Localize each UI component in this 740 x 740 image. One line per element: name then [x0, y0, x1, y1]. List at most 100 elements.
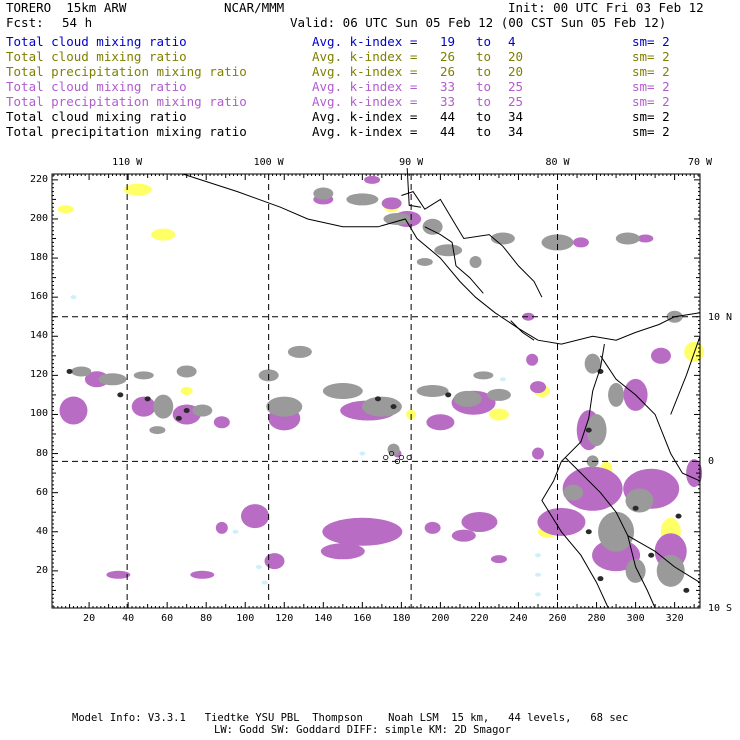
dark-core [683, 587, 690, 593]
dark-core [632, 505, 639, 511]
axis-ticks [52, 174, 700, 608]
border-ve [670, 336, 701, 415]
legend-index-label: Avg. k-index = [312, 109, 418, 124]
dark-core [648, 552, 655, 558]
dark-core [117, 392, 124, 398]
gray-patch [133, 371, 154, 380]
purple-patch [131, 396, 156, 417]
x-tick-label: 20 [83, 613, 96, 624]
legend-sm: sm= 2 [632, 64, 670, 79]
gray-patch [346, 193, 379, 206]
coastlines [182, 168, 701, 609]
yellow-patch [488, 408, 509, 421]
galapagos-island [389, 450, 395, 457]
purple-patch [537, 507, 586, 536]
x-tick-label: 60 [161, 613, 174, 624]
x-tick-label: 320 [665, 613, 684, 624]
legend-from: 26 [440, 64, 456, 79]
dark-core [597, 576, 604, 582]
init-time: Init: 00 UTC Fri 03 Feb 12 [508, 0, 704, 15]
y-tick-label: 100 [29, 408, 48, 420]
x-tick-label: 240 [509, 613, 528, 624]
legend-to-word: to [476, 109, 492, 124]
legend-to: 20 [508, 49, 524, 64]
legend-to: 34 [508, 109, 524, 124]
legend-field: Total cloud mixing ratio [6, 34, 187, 49]
y-tick-label: 140 [29, 330, 48, 342]
border-co-ec [600, 355, 701, 482]
legend-from: 44 [440, 109, 456, 124]
legend-to-word: to [476, 64, 492, 79]
dark-core [390, 404, 397, 410]
border-pa [510, 320, 535, 341]
gray-patch [71, 366, 92, 377]
south-america-coast [541, 344, 609, 609]
purple-patch [59, 396, 88, 425]
gray-patch [473, 371, 494, 380]
gray-patch [176, 365, 197, 378]
x-tick-label: 200 [431, 613, 450, 624]
gray-patch [149, 426, 166, 435]
yellow-patch [151, 228, 176, 241]
gray-patch [656, 554, 685, 587]
dark-core [374, 396, 381, 402]
legend-field: Total precipitation mixing ratio [6, 64, 247, 79]
legend-field: Total cloud mixing ratio [6, 49, 187, 64]
dark-core [183, 408, 190, 414]
legend-index-label: Avg. k-index = [312, 34, 418, 49]
y-tick-label: 220 [29, 173, 48, 185]
legend-index-label: Avg. k-index = [312, 49, 418, 64]
x-tick-label: 40 [122, 613, 135, 624]
gray-patch [584, 353, 601, 374]
legend-from: 33 [440, 94, 456, 109]
gray-patch [598, 511, 635, 552]
gray-patch [625, 488, 654, 513]
legend-field: Total cloud mixing ratio [6, 79, 187, 94]
light-blue-speck [70, 295, 77, 300]
purple-patch [426, 414, 455, 431]
yellow-patch [123, 183, 152, 196]
purple-patch [240, 504, 269, 529]
x-tick-label: 120 [275, 613, 294, 624]
dark-core [175, 415, 182, 421]
lon-label: 100 W [253, 157, 284, 168]
gray-patch [422, 218, 443, 235]
purple-patch [381, 197, 402, 210]
yellow-patch [57, 205, 74, 214]
x-tick-label: 80 [200, 613, 213, 624]
gray-patch [287, 345, 312, 358]
yellow-patch [180, 387, 193, 395]
y-tick-label: 80 [35, 447, 48, 459]
gray-patch [313, 187, 334, 200]
gray-patch [469, 255, 482, 268]
legend-sm: sm= 2 [632, 94, 670, 109]
x-tick-label: 160 [353, 613, 372, 624]
x-tick-label: 260 [548, 613, 567, 624]
y-tick-label: 200 [29, 212, 48, 224]
legend-sm: sm= 2 [632, 124, 670, 139]
border-ni [455, 265, 484, 294]
purple-patch [190, 570, 215, 579]
pacific-coast [182, 173, 701, 345]
gray-patch [361, 396, 402, 417]
purple-patch [451, 529, 476, 542]
purple-patch [322, 517, 403, 546]
dark-core [144, 396, 151, 402]
purple-patch [650, 347, 671, 364]
caribbean-coast [401, 191, 543, 298]
lon-label: 70 W [687, 157, 713, 168]
legend-to-word: to [476, 79, 492, 94]
gray-patch [153, 394, 174, 419]
gray-patch [192, 404, 213, 417]
x-tick-label: 300 [626, 613, 645, 624]
purple-patch [264, 553, 285, 570]
purple-patch [526, 353, 539, 366]
center-name: NCAR/MMM [224, 0, 285, 15]
purple-patch [572, 237, 589, 248]
dark-core [66, 368, 73, 374]
purple-patch [364, 175, 381, 184]
legend-sm: sm= 2 [632, 109, 670, 124]
dark-core [585, 529, 592, 535]
light-blue-speck [499, 377, 506, 382]
